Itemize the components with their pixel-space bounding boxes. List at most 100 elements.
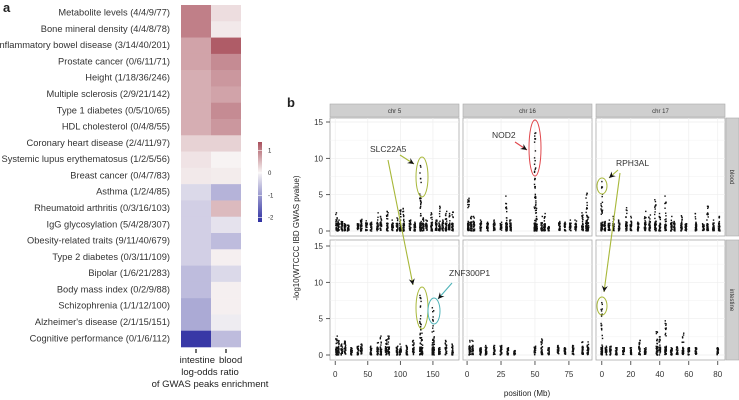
data-point <box>664 352 667 354</box>
data-point <box>623 350 625 352</box>
data-point <box>601 226 603 228</box>
data-point <box>547 349 549 351</box>
data-point <box>376 225 378 227</box>
data-point <box>623 347 625 349</box>
data-point <box>535 200 537 202</box>
data-point <box>533 227 536 230</box>
data-point <box>548 350 550 353</box>
data-point <box>409 220 412 222</box>
data-point <box>544 229 546 231</box>
data-point <box>398 228 401 231</box>
data-point <box>419 332 422 335</box>
data-point <box>480 226 482 228</box>
data-point <box>336 348 338 351</box>
data-point <box>402 207 404 210</box>
data-point <box>623 353 625 356</box>
data-point <box>618 226 621 228</box>
data-point <box>419 326 422 328</box>
data-point <box>468 228 470 230</box>
data-point <box>370 347 372 350</box>
data-point <box>439 226 441 229</box>
data-point <box>581 345 584 348</box>
data-point <box>451 229 453 231</box>
data-point <box>664 220 667 223</box>
data-point <box>601 195 603 198</box>
data-point <box>338 226 340 228</box>
data-point <box>681 337 684 339</box>
data-point <box>541 226 543 228</box>
data-point <box>445 227 448 229</box>
data-point <box>468 199 470 201</box>
data-point <box>360 228 363 230</box>
data-point <box>341 221 343 224</box>
data-point <box>337 223 339 225</box>
data-point <box>360 227 363 230</box>
data-point <box>626 224 628 226</box>
heatmap-column-label: blood <box>219 355 242 366</box>
heatmap-cell <box>181 200 211 218</box>
data-point <box>445 340 447 343</box>
data-point <box>380 221 382 223</box>
data-point <box>604 229 606 232</box>
data-point <box>664 212 667 214</box>
heatmap-cell <box>181 135 211 152</box>
data-point <box>586 192 588 194</box>
data-point <box>341 220 344 223</box>
data-point <box>585 211 587 214</box>
data-point <box>629 229 632 231</box>
data-point <box>601 345 604 348</box>
data-point <box>557 349 560 351</box>
data-point <box>343 223 346 225</box>
data-point <box>413 348 415 351</box>
data-point <box>622 347 624 349</box>
data-point <box>510 224 512 226</box>
data-point <box>676 348 678 350</box>
data-point <box>493 350 496 352</box>
data-point <box>360 224 363 227</box>
data-point <box>655 345 657 348</box>
data-point <box>510 222 512 224</box>
data-point <box>386 218 389 220</box>
data-point <box>609 347 611 349</box>
data-point <box>386 215 389 217</box>
data-point <box>505 195 507 197</box>
data-point <box>422 227 424 230</box>
heatmap-xlabel-line1: log-odds ratio <box>181 367 239 378</box>
data-point <box>543 228 545 231</box>
data-point <box>586 228 589 231</box>
data-point <box>445 227 447 229</box>
data-point <box>670 351 672 354</box>
data-point <box>335 338 337 341</box>
panel-chr16-blood <box>462 117 593 237</box>
data-point <box>659 225 661 228</box>
nod2-ellipse <box>528 119 542 177</box>
data-point <box>687 350 689 353</box>
data-point <box>540 227 543 230</box>
data-point <box>622 353 624 356</box>
x-tick-label: 0 <box>465 370 470 379</box>
data-point <box>431 221 433 223</box>
data-point <box>431 213 433 215</box>
data-point <box>433 341 435 343</box>
data-point <box>712 223 714 226</box>
data-point <box>445 226 447 228</box>
data-point <box>419 197 421 200</box>
data-point <box>625 207 628 209</box>
data-point <box>654 221 656 223</box>
data-point <box>653 213 656 216</box>
data-point <box>586 344 589 347</box>
data-point <box>426 229 428 231</box>
data-point <box>468 345 471 347</box>
data-point <box>395 222 398 225</box>
data-point <box>513 350 516 353</box>
data-point <box>479 224 482 227</box>
data-point <box>658 349 660 351</box>
data-point <box>438 225 440 228</box>
data-point <box>600 327 603 330</box>
data-point <box>600 227 602 229</box>
data-point <box>385 347 387 350</box>
data-point <box>386 350 388 353</box>
data-point <box>665 346 667 348</box>
data-point <box>571 353 574 355</box>
data-point <box>400 228 402 231</box>
